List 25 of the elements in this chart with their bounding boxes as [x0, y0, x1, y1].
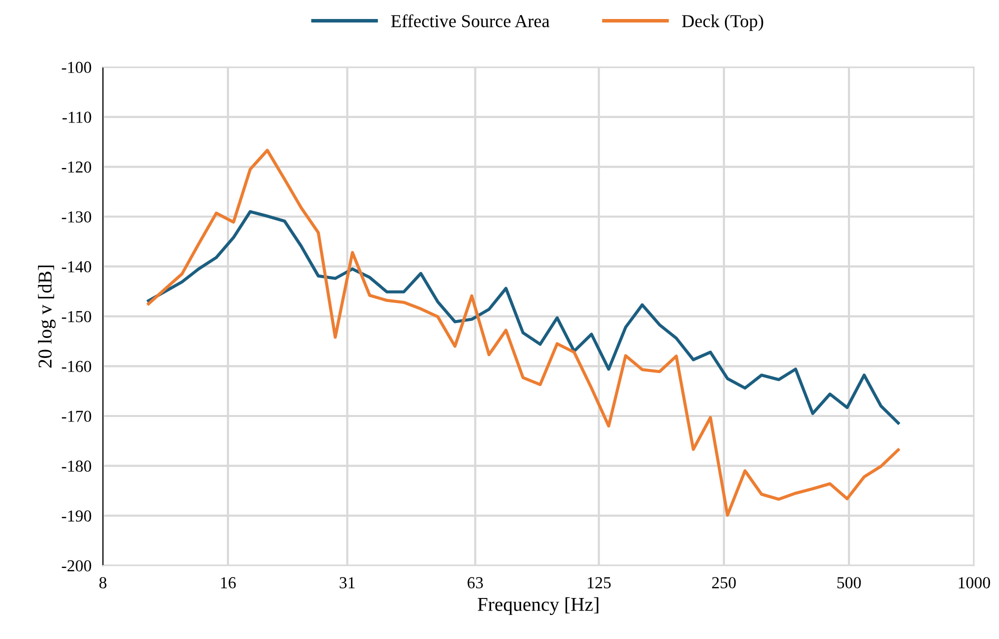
- y-tick-label: -180: [62, 460, 92, 472]
- x-axis-title: Frequency [Hz]: [478, 597, 598, 615]
- line-series: [146, 210, 900, 424]
- y-tick-label: -140: [62, 261, 92, 272]
- y-tick-label: -130: [62, 211, 92, 223]
- legend-label: Deck (Top): [682, 14, 764, 31]
- x-tick-label: 1000: [958, 577, 990, 588]
- y-tick-label: -190: [62, 510, 92, 522]
- y-tick-label: -120: [62, 161, 92, 173]
- x-tick-label: 125: [588, 577, 611, 588]
- y-tick-label: -110: [62, 112, 92, 123]
- x-tick-label: 250: [712, 577, 736, 588]
- y-tick-label: -200: [62, 560, 92, 572]
- y-tick-label: -150: [62, 311, 92, 322]
- legend-label: Effective Source Area: [391, 14, 550, 28]
- x-tick-label: 63: [468, 577, 483, 588]
- x-tick-label: 500: [837, 577, 861, 588]
- y-axis-title: 20 log v [dB]: [38, 266, 56, 368]
- y-tick-label: -160: [62, 360, 92, 372]
- line-series: [146, 148, 900, 517]
- x-tick-label: 8: [99, 577, 106, 588]
- y-tick-label: -170: [62, 410, 92, 422]
- y-tick-label: -100: [62, 62, 92, 74]
- x-tick-label: 31: [340, 577, 355, 588]
- x-tick-label: 16: [221, 577, 236, 588]
